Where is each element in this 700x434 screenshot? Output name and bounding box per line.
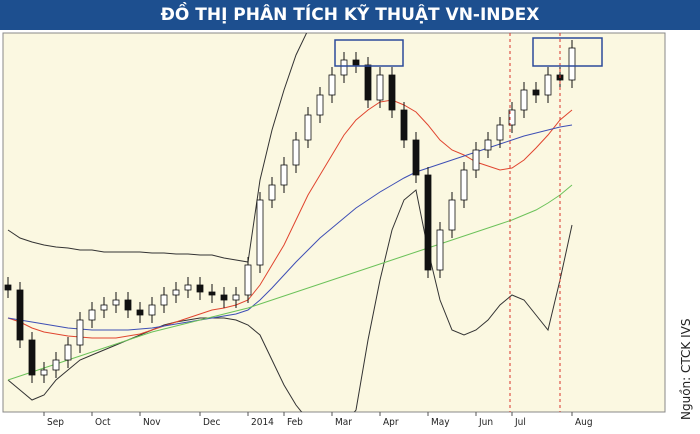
candle-body [148,304,156,316]
candle-body [76,319,84,346]
x-tick-label: Nov [143,417,161,428]
candle-body [400,109,408,141]
candle-body [340,59,348,76]
candle-body [292,139,300,166]
candle-body [232,294,240,301]
x-tick-label: Feb [287,417,303,428]
x-tick-label: Sep [47,417,64,428]
candle-body [460,169,468,201]
candle-body [448,199,456,231]
candle-body [4,284,12,291]
x-tick-label: Mar [335,417,352,428]
candle-body [208,291,216,296]
candle-body [124,299,132,311]
candle-body [16,289,24,341]
candle-body [268,184,276,201]
x-tick-label: Jul [514,417,526,428]
candle-body [436,229,444,271]
candle-body [220,294,228,301]
chart-title: ĐỒ THỊ PHÂN TÍCH KỸ THUẬT VN-INDEX [161,1,540,25]
candle-body [484,139,492,151]
candle-body [544,74,552,96]
candle-body [376,74,384,101]
x-tick-label: Apr [383,417,399,428]
candle-body [196,284,204,293]
candle-body [352,59,360,66]
candle-body [496,124,504,141]
candle-body [304,114,312,141]
x-tick-label: Dec [203,417,220,428]
candle-body [40,369,48,376]
x-tick-label: 2014 [251,417,274,428]
x-tick-label: Jun [478,417,493,428]
highlight-box [532,37,603,67]
candle-body [280,164,288,186]
candle-body [328,74,336,96]
candle-body [508,109,516,126]
candle-body [172,289,180,296]
candle-body [100,304,108,311]
highlight-box [334,39,404,67]
candle-body [184,284,192,291]
candle-body [136,309,144,316]
candle-body [28,339,36,376]
x-tick-label: Aug [575,417,593,428]
x-tick-label: May [431,417,450,428]
title-bar [0,0,700,30]
candle-body [316,94,324,116]
candle-body [256,199,264,266]
candle-body [52,359,60,371]
indicator-line [7,184,573,381]
candle-body [112,299,120,306]
candle-body [88,309,96,321]
plot-area [2,32,666,413]
candle-body [64,344,72,361]
candle-body [568,47,576,81]
x-tick-label: Oct [95,417,111,428]
source: Nguồn: CTCK IVS [679,319,693,420]
candle-body [388,74,396,111]
candle-body [160,294,168,306]
candle-body [364,64,372,101]
indicator-line [7,33,308,263]
candle-body [520,89,528,111]
candle-body [472,149,480,171]
candle-body [412,139,420,176]
candle-body [244,264,252,296]
candle-body [532,89,540,96]
candle-body [424,174,432,271]
indicator-line [7,189,573,412]
